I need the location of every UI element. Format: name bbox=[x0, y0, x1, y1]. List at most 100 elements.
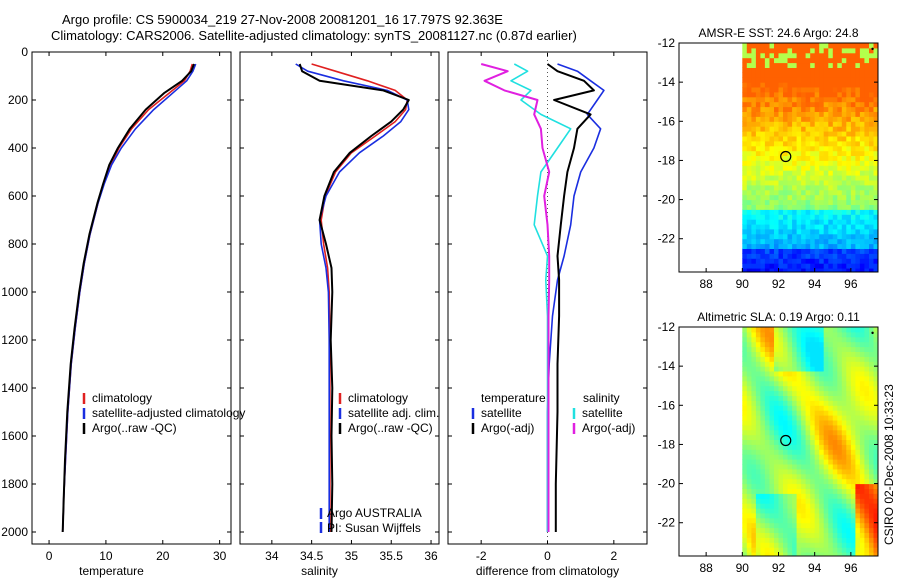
legend-diff-temp-argo-label: Argo(-adj) bbox=[481, 421, 534, 435]
sst-map-cell bbox=[742, 199, 748, 205]
sst-map-cell bbox=[823, 67, 829, 73]
sst-map-cell bbox=[746, 258, 752, 264]
sla-map-cell bbox=[774, 327, 779, 333]
sla-map-cell bbox=[832, 537, 838, 543]
sla-map-cell bbox=[850, 439, 856, 445]
sst-map-cell bbox=[805, 243, 811, 249]
sla-map-cell bbox=[841, 356, 847, 362]
sla-map-cell bbox=[850, 361, 856, 367]
sst-map-cell bbox=[746, 96, 752, 103]
sst-map-cell bbox=[864, 145, 870, 152]
sla-map-cell bbox=[792, 449, 798, 455]
sla-map-cell bbox=[828, 547, 834, 553]
sla-map-cell bbox=[828, 429, 834, 436]
sla-map-cell bbox=[755, 454, 761, 460]
sst-map-cell bbox=[855, 224, 861, 230]
sla-map-cell bbox=[792, 410, 798, 416]
sla-map-cell bbox=[859, 444, 865, 450]
sla-map-cell bbox=[873, 517, 878, 524]
sla-map-cell bbox=[823, 341, 829, 348]
sla-map-cell bbox=[783, 488, 788, 494]
sla-map-cell bbox=[873, 331, 878, 338]
sst-map-cell bbox=[764, 184, 770, 191]
sst-map-cell bbox=[846, 150, 852, 156]
sst-map-cell bbox=[864, 170, 870, 176]
sst-map-cell bbox=[796, 224, 802, 230]
sst-map-cell bbox=[751, 233, 757, 240]
sst-map-cell bbox=[805, 67, 811, 73]
sla-map-cell bbox=[855, 473, 861, 480]
sla-map-cell bbox=[764, 542, 770, 548]
sst-map-cell bbox=[801, 219, 807, 225]
sst-map-cell bbox=[755, 189, 761, 196]
sst-map-cell bbox=[832, 47, 838, 54]
sst-map-cell bbox=[751, 189, 757, 196]
sst-map-cell bbox=[828, 101, 834, 108]
sst-map-cell bbox=[837, 219, 843, 225]
sst-map-cell bbox=[801, 106, 807, 112]
sst-map-ytick-label: -14 bbox=[658, 75, 676, 89]
sst-map-cell bbox=[850, 131, 856, 137]
sst-map-cell bbox=[864, 233, 870, 240]
sst-map-cell bbox=[805, 258, 811, 264]
sla-map-cell bbox=[828, 552, 834, 556]
sst-map-cell bbox=[778, 238, 784, 245]
sla-map-cell bbox=[787, 400, 793, 406]
sla-map-cell bbox=[746, 483, 752, 489]
sst-map-cell bbox=[751, 209, 757, 215]
sst-map-cell bbox=[873, 194, 878, 201]
sla-map-cell bbox=[787, 356, 793, 362]
sla-map-cell bbox=[832, 361, 838, 367]
sla-map-cell bbox=[846, 512, 852, 519]
sst-map-cell bbox=[828, 47, 834, 54]
sla-map-cell bbox=[778, 371, 784, 377]
sst-map-cell bbox=[855, 62, 861, 68]
sla-map-cell bbox=[846, 547, 852, 553]
sla-map-cell bbox=[823, 429, 829, 436]
sst-map-cell bbox=[801, 126, 807, 132]
sst-map-cell bbox=[855, 121, 861, 127]
sst-map-cell bbox=[814, 111, 820, 117]
sst-map-cell bbox=[814, 199, 820, 205]
sla-map-cell bbox=[873, 464, 878, 470]
sla-map-cell bbox=[801, 385, 807, 392]
sla-map-cell bbox=[873, 552, 878, 556]
sla-map-cell bbox=[774, 552, 779, 556]
sst-map-cell bbox=[832, 43, 838, 49]
sst-map-cell bbox=[774, 189, 779, 196]
sst-map-cell bbox=[850, 170, 856, 176]
sla-map-cell bbox=[846, 464, 852, 470]
sst-map-cell bbox=[850, 67, 856, 73]
sla-map-cell bbox=[828, 542, 834, 548]
sst-map-cell bbox=[850, 57, 856, 64]
sla-map-cell bbox=[787, 449, 793, 455]
sst-map-cell bbox=[837, 121, 843, 127]
sla-map-cell bbox=[760, 498, 766, 504]
sla-map-cell bbox=[787, 410, 793, 416]
sst-map-cell bbox=[819, 238, 825, 245]
sla-map-cell bbox=[755, 547, 761, 553]
sst-map-cell bbox=[801, 160, 807, 166]
sst-map-cell bbox=[801, 175, 807, 181]
sst-map-cell bbox=[751, 87, 757, 93]
sla-map-cell bbox=[819, 390, 825, 396]
sst-map-cell bbox=[755, 43, 761, 49]
sla-map-cell bbox=[869, 351, 874, 357]
sst-map-cell bbox=[841, 101, 847, 108]
sla-map-cell bbox=[846, 552, 852, 556]
sst-map-cell bbox=[760, 248, 766, 254]
sla-map-cell bbox=[764, 498, 770, 504]
sst-map-cell bbox=[814, 243, 820, 249]
sla-map-cell bbox=[850, 331, 856, 338]
sst-map-cell bbox=[850, 238, 856, 245]
sst-map-cell bbox=[796, 87, 802, 93]
sla-map-cell bbox=[796, 385, 802, 392]
sla-map-cell bbox=[841, 371, 847, 377]
sst-map-cell bbox=[819, 57, 825, 64]
sst-map-cell bbox=[864, 87, 870, 93]
sst-map-cell bbox=[850, 233, 856, 240]
sst-map-cell bbox=[792, 47, 798, 54]
sla-map-cell bbox=[823, 346, 829, 352]
sla-map-cell bbox=[769, 508, 775, 514]
sst-map-cell bbox=[841, 111, 847, 117]
